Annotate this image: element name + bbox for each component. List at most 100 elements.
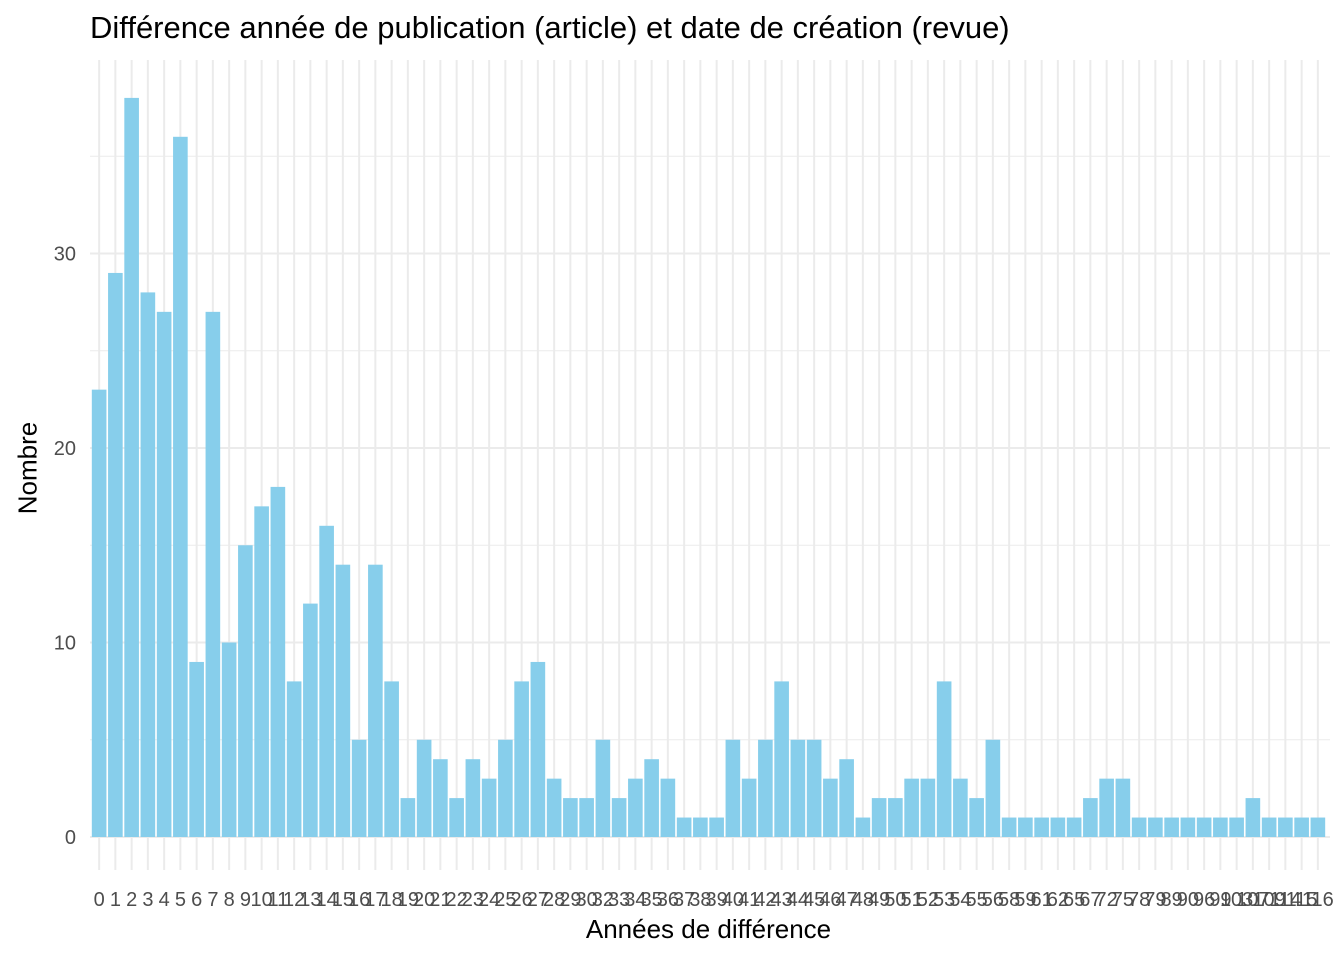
x-tick-label: 15	[332, 889, 354, 911]
x-tick-label: 0	[94, 889, 105, 911]
bar-34	[628, 778, 643, 837]
x-tick-label: 55	[966, 889, 988, 911]
bar-20	[416, 739, 432, 837]
x-tick-label: 36	[657, 889, 679, 911]
x-tick-label: 19	[397, 889, 419, 911]
x-tick-label: 44	[787, 889, 809, 911]
x-tick-label: 7	[207, 889, 218, 911]
x-tick-label: 47	[836, 889, 858, 911]
x-tick-label: 65	[1063, 889, 1085, 911]
bar-17	[368, 564, 383, 837]
bar-99	[1213, 817, 1228, 837]
x-tick-label: 1	[110, 889, 121, 911]
x-tick-label: 45	[803, 889, 825, 911]
x-tick-label: 46	[819, 889, 841, 911]
x-tick-label: 67	[1079, 889, 1101, 911]
bar-45	[806, 739, 822, 837]
x-tick-label: 16	[348, 889, 370, 911]
bar-56	[985, 739, 1001, 837]
bar-78	[1131, 817, 1147, 837]
bar-30	[579, 798, 594, 837]
bar-21	[433, 759, 448, 837]
bar-47	[839, 759, 854, 837]
bar-13	[303, 603, 318, 837]
bar-0	[91, 389, 107, 837]
x-tick-label: 72	[1096, 889, 1118, 911]
x-tick-label: 27	[527, 889, 549, 911]
bar-29	[563, 798, 578, 837]
x-tick-label: 29	[559, 889, 581, 911]
x-tick-label: 2	[126, 889, 137, 911]
bar-11	[270, 486, 286, 837]
x-tick-label: 54	[949, 889, 971, 911]
x-tick-label: 58	[998, 889, 1020, 911]
bar-39	[709, 817, 724, 837]
y-tick-label: 30	[54, 244, 76, 266]
x-tick-label: 10	[251, 889, 273, 911]
bar-67	[1083, 798, 1098, 837]
x-tick-label: 78	[1128, 889, 1150, 911]
x-tick-label: 30	[576, 889, 598, 911]
bar-10	[254, 506, 269, 837]
bar-15	[335, 564, 351, 837]
x-tick-label: 8	[224, 889, 235, 911]
bar-41	[741, 778, 757, 837]
bar-35	[644, 759, 659, 837]
bar-75	[1115, 778, 1131, 837]
bar-62	[1050, 817, 1066, 837]
y-tick-label: 10	[54, 633, 76, 655]
chart-title: Différence année de publication (article…	[90, 10, 1010, 45]
x-tick-label: 56	[982, 889, 1004, 911]
x-tick-label: 9	[240, 889, 251, 911]
bar-32	[595, 739, 611, 837]
x-tick-label: 90	[1177, 889, 1199, 911]
bar-2	[124, 97, 139, 837]
bar-72	[1099, 778, 1114, 837]
bar-6	[189, 661, 204, 837]
bar-43	[774, 681, 789, 837]
bar-90	[1180, 817, 1196, 837]
bar-3	[140, 292, 156, 837]
x-tick-label: 37	[673, 889, 695, 911]
bar-37	[676, 817, 692, 837]
bar-9	[238, 545, 253, 837]
bar-96	[1196, 817, 1212, 837]
x-tick-label: 39	[706, 889, 728, 911]
x-tick-label: 38	[689, 889, 711, 911]
bar-89	[1164, 817, 1179, 837]
x-tick-label: 43	[771, 889, 793, 911]
x-tick-label: 116	[1302, 889, 1334, 911]
bar-114	[1278, 817, 1293, 837]
bar-42	[758, 739, 773, 837]
x-tick-label: 34	[624, 889, 646, 911]
y-tick-labels: 0 10 20 30	[54, 244, 76, 850]
x-tick-label: 17	[364, 889, 386, 911]
x-axis-title: Années de différence	[585, 914, 832, 944]
bar-51	[904, 778, 919, 837]
bar-116	[1310, 817, 1326, 837]
bar-49	[871, 798, 887, 837]
bar-59	[1018, 817, 1033, 837]
x-tick-label: 50	[884, 889, 906, 911]
bar-5	[173, 136, 188, 838]
bar-58	[1001, 817, 1017, 837]
bar-18	[384, 681, 399, 837]
x-tick-label: 48	[852, 889, 874, 911]
bar-48	[855, 817, 871, 837]
bar-55	[969, 798, 984, 837]
bar-25	[498, 739, 513, 837]
x-tick-label: 22	[446, 889, 468, 911]
bars	[91, 97, 1326, 838]
bar-27	[530, 661, 546, 837]
bar-115	[1294, 817, 1309, 837]
x-tick-label: 3	[142, 889, 153, 911]
x-tick-label: 35	[641, 889, 663, 911]
x-tick-label: 33	[608, 889, 630, 911]
x-tick-label: 115	[1286, 889, 1318, 911]
bar-16	[351, 739, 367, 837]
bar-36	[660, 778, 676, 837]
x-tick-label: 4	[159, 889, 170, 911]
x-tick-label: 51	[901, 889, 923, 911]
x-tick-label: 89	[1161, 889, 1183, 911]
